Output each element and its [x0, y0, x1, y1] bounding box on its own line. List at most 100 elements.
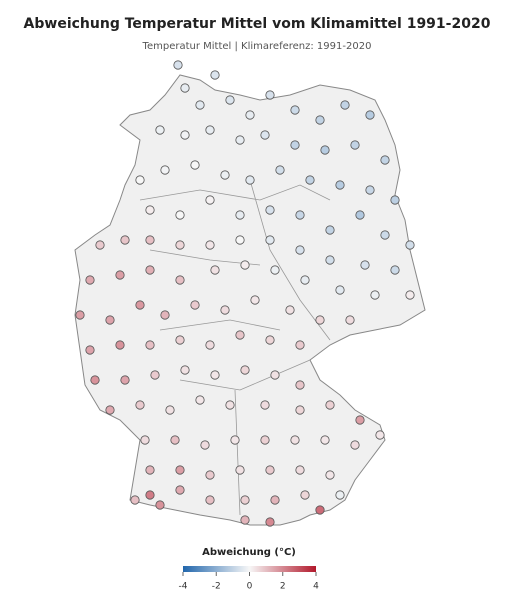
station-dot — [175, 240, 185, 250]
station-dot — [290, 435, 300, 445]
colorbar-tick-label: -2 — [212, 582, 221, 592]
station-dot — [190, 300, 200, 310]
station-dot — [345, 315, 355, 325]
station-dot — [205, 495, 215, 505]
station-dot — [335, 180, 345, 190]
station-dot — [265, 205, 275, 215]
station-dot — [75, 310, 85, 320]
station-dot — [355, 415, 365, 425]
station-dot — [175, 485, 185, 495]
station-dot — [120, 235, 130, 245]
station-dot — [95, 240, 105, 250]
station-dot — [295, 245, 305, 255]
station-dot — [340, 100, 350, 110]
station-dot — [235, 465, 245, 475]
station-dot — [230, 435, 240, 445]
station-dot — [245, 175, 255, 185]
station-dot — [205, 340, 215, 350]
station-dot — [225, 400, 235, 410]
station-dot — [365, 185, 375, 195]
station-dot — [240, 365, 250, 375]
station-dot — [150, 370, 160, 380]
station-dot — [335, 285, 345, 295]
station-dot — [155, 500, 165, 510]
station-dot — [325, 255, 335, 265]
station-dot — [195, 395, 205, 405]
station-dot — [173, 60, 183, 70]
station-dot — [235, 235, 245, 245]
station-dot — [405, 240, 415, 250]
station-dot — [315, 115, 325, 125]
station-dot — [145, 205, 155, 215]
station-dot — [290, 105, 300, 115]
station-dot — [240, 495, 250, 505]
station-dot — [175, 275, 185, 285]
station-dot — [145, 490, 155, 500]
station-dot — [295, 380, 305, 390]
station-dot — [380, 155, 390, 165]
station-dot — [350, 140, 360, 150]
station-dot — [365, 110, 375, 120]
colorbar-tick-label: 0 — [247, 582, 253, 592]
station-dot — [305, 175, 315, 185]
station-dot — [165, 405, 175, 415]
station-dot — [205, 470, 215, 480]
station-dot — [325, 470, 335, 480]
station-dot — [145, 265, 155, 275]
station-dot — [300, 275, 310, 285]
colorbar-tick-label: 2 — [280, 582, 286, 592]
station-dot — [300, 490, 310, 500]
station-dot — [350, 440, 360, 450]
colorbar-tick-label: -4 — [179, 582, 188, 592]
station-dot — [140, 435, 150, 445]
station-dot — [240, 260, 250, 270]
station-dot — [180, 365, 190, 375]
station-dot — [295, 405, 305, 415]
station-dot — [85, 345, 95, 355]
station-dot — [155, 125, 165, 135]
station-dot — [120, 375, 130, 385]
station-dot — [265, 465, 275, 475]
station-dot — [175, 335, 185, 345]
station-dot — [220, 305, 230, 315]
station-dot — [370, 290, 380, 300]
station-dot — [275, 165, 285, 175]
station-dot — [175, 465, 185, 475]
station-dot — [105, 315, 115, 325]
station-dot — [390, 265, 400, 275]
station-dot — [380, 230, 390, 240]
station-dot — [260, 400, 270, 410]
station-dot — [265, 235, 275, 245]
station-dot — [205, 195, 215, 205]
station-dot — [265, 90, 275, 100]
station-dot — [180, 83, 190, 93]
station-dot — [115, 270, 125, 280]
station-dot — [405, 290, 415, 300]
station-dot — [320, 145, 330, 155]
station-dot — [210, 70, 220, 80]
station-dot — [175, 210, 185, 220]
station-dot — [220, 170, 230, 180]
station-dot — [375, 430, 385, 440]
subtitle: Temperatur Mittel | Klimareferenz: 1991-… — [142, 41, 372, 52]
station-dot — [295, 465, 305, 475]
colorbar-tick-label: 4 — [313, 582, 319, 592]
station-dot — [335, 490, 345, 500]
station-dot — [225, 95, 235, 105]
colorbar — [183, 566, 316, 572]
station-dot — [240, 515, 250, 525]
station-dot — [285, 305, 295, 315]
station-dot — [135, 400, 145, 410]
station-dot — [160, 165, 170, 175]
station-dot — [270, 265, 280, 275]
station-dot — [210, 370, 220, 380]
station-dot — [295, 210, 305, 220]
station-dot — [145, 465, 155, 475]
station-dot — [265, 517, 275, 527]
station-dot — [130, 495, 140, 505]
station-dot — [295, 340, 305, 350]
station-dot — [180, 130, 190, 140]
station-dot — [390, 195, 400, 205]
